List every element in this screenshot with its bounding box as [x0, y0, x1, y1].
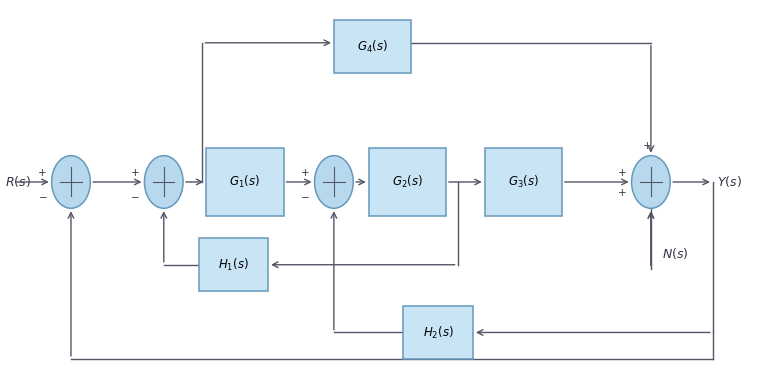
- Text: +: +: [618, 188, 627, 197]
- Text: $-$: $-$: [130, 191, 140, 202]
- FancyBboxPatch shape: [369, 148, 446, 216]
- Text: $-$: $-$: [37, 191, 47, 202]
- Text: +: +: [643, 141, 651, 151]
- Text: $G_1(s)$: $G_1(s)$: [230, 174, 261, 190]
- Text: $G_2(s)$: $G_2(s)$: [392, 174, 423, 190]
- Ellipse shape: [144, 156, 183, 208]
- FancyBboxPatch shape: [404, 306, 473, 359]
- Text: +: +: [301, 168, 310, 178]
- FancyBboxPatch shape: [199, 238, 268, 291]
- Text: $-$: $-$: [300, 191, 310, 202]
- Text: $N(s)$: $N(s)$: [663, 246, 689, 261]
- Text: +: +: [618, 168, 627, 178]
- Text: +: +: [38, 168, 47, 178]
- Text: $R(s)$: $R(s)$: [5, 174, 31, 190]
- Text: $G_3(s)$: $G_3(s)$: [508, 174, 539, 190]
- Ellipse shape: [632, 156, 670, 208]
- Text: +: +: [131, 168, 140, 178]
- Text: $H_1(s)$: $H_1(s)$: [218, 257, 249, 273]
- FancyBboxPatch shape: [485, 148, 562, 216]
- FancyBboxPatch shape: [206, 148, 283, 216]
- Text: $G_4(s)$: $G_4(s)$: [357, 39, 388, 55]
- Text: $H_2(s)$: $H_2(s)$: [423, 324, 454, 340]
- Ellipse shape: [52, 156, 90, 208]
- Ellipse shape: [314, 156, 353, 208]
- Text: $Y(s)$: $Y(s)$: [716, 174, 741, 190]
- FancyBboxPatch shape: [334, 20, 411, 73]
